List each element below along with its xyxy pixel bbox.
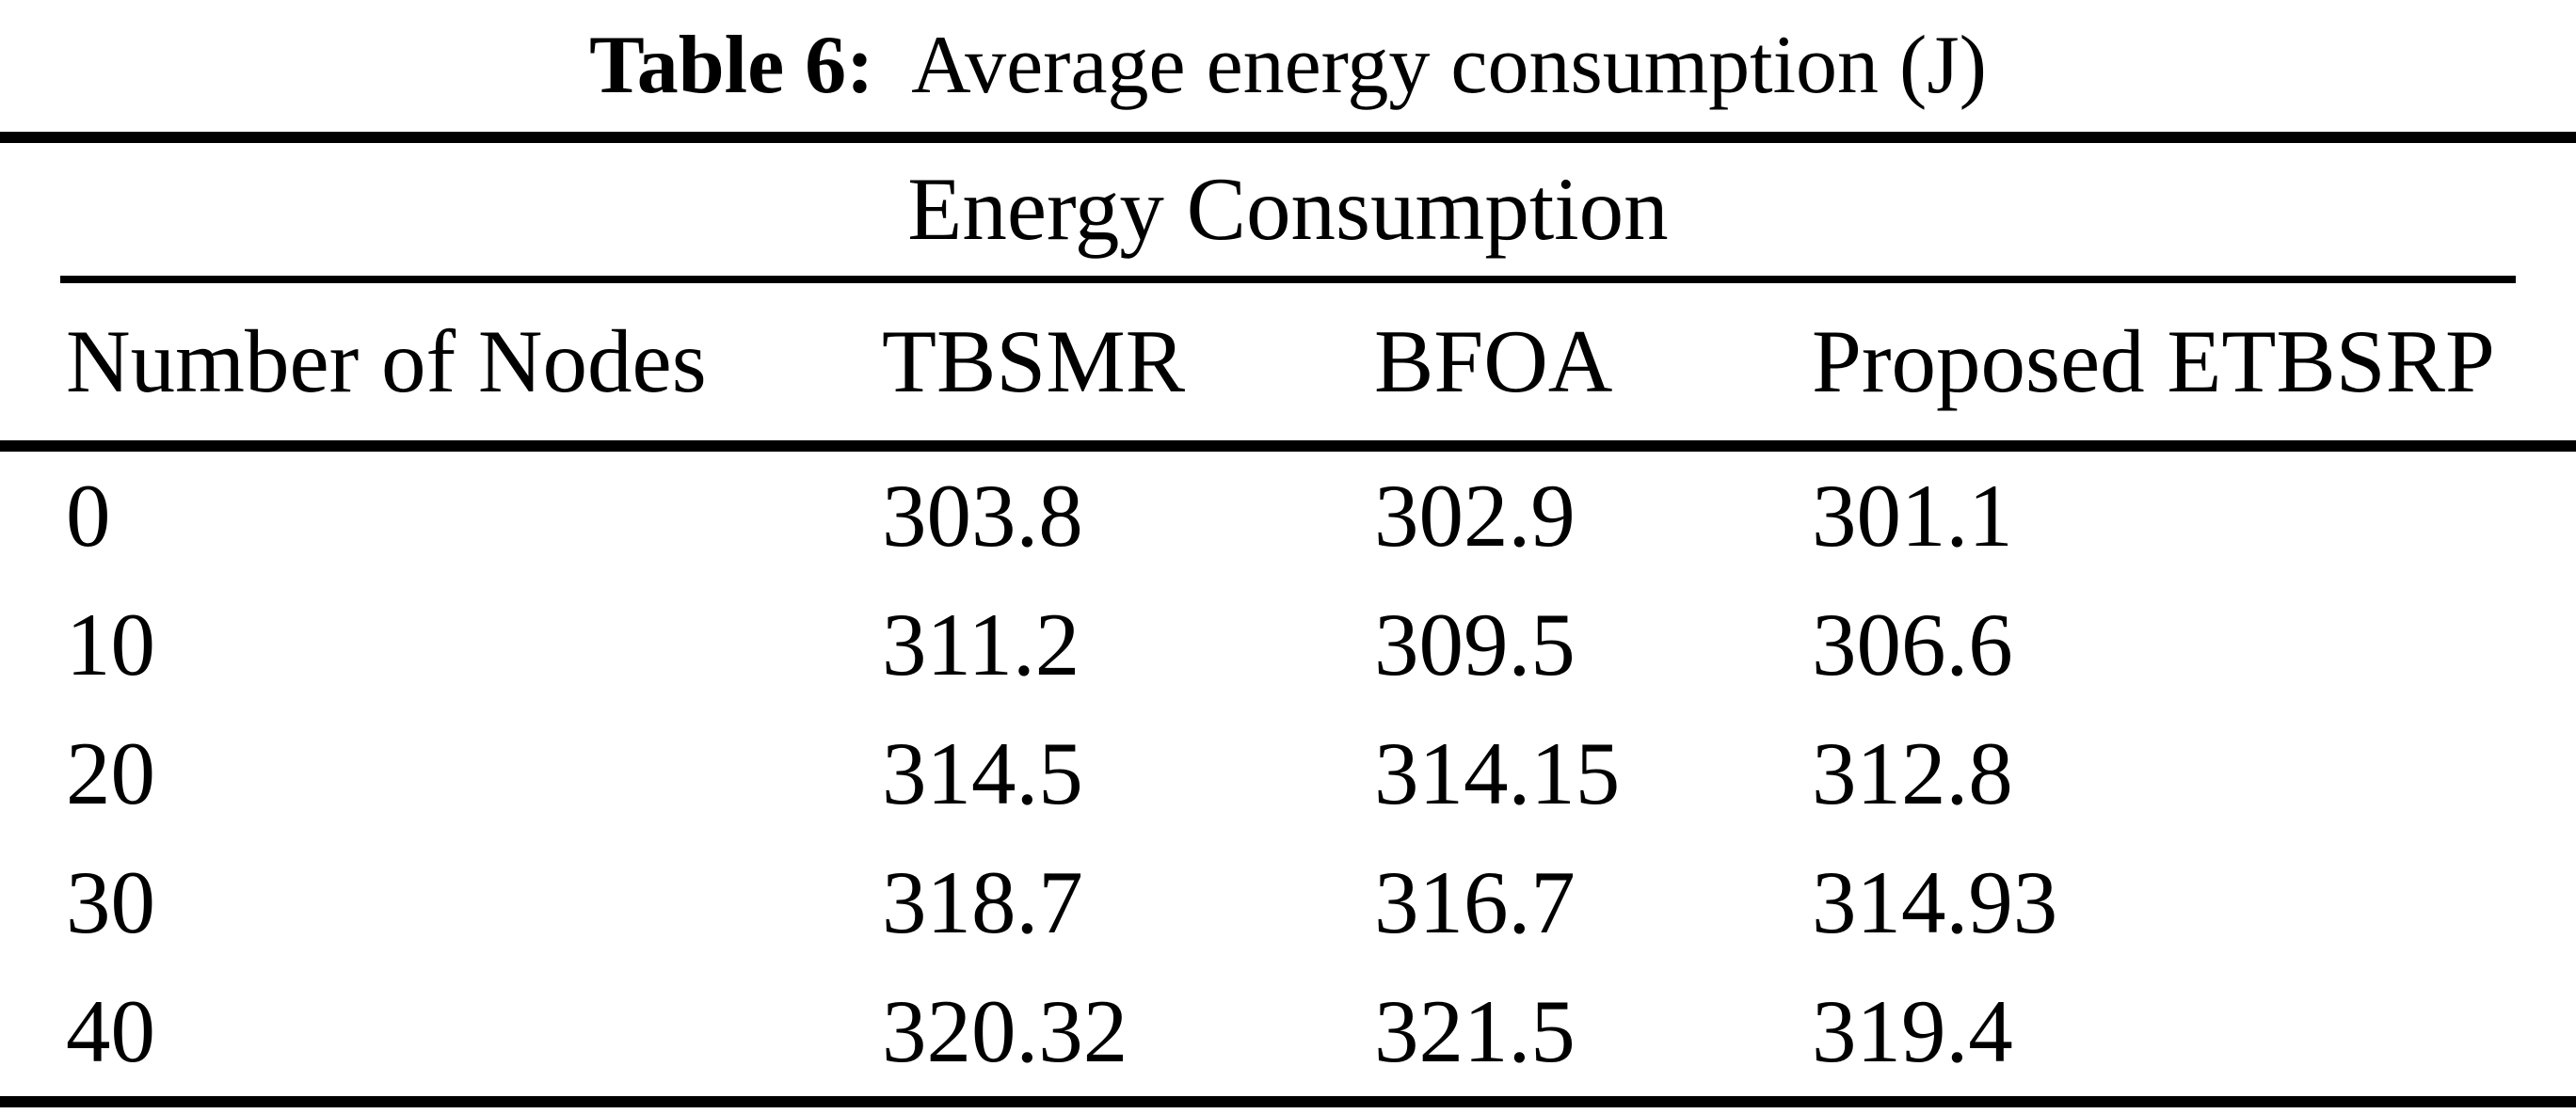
column-header-bfoa: BFOA	[1374, 311, 1613, 411]
table-bottom-rule	[0, 1096, 2576, 1107]
cell-nodes: 30	[66, 852, 155, 952]
cell-proposed-etbsrp: 306.6	[1812, 595, 2013, 694]
table-row: 30 318.7 316.7 314.93	[0, 838, 2576, 967]
header-row: Number of Nodes TBSMR BFOA Proposed ETBS…	[0, 283, 2576, 440]
table-caption-label: Table 6:	[589, 20, 874, 111]
cell-tbsmr: 320.32	[882, 981, 1128, 1081]
table-caption: Table 6: Average energy consumption (J)	[0, 0, 2576, 132]
cell-nodes: 20	[66, 724, 155, 823]
table-top-rule	[0, 132, 2576, 143]
table-row: 0 303.8 302.9 301.1	[0, 452, 2576, 581]
cell-bfoa: 314.15	[1374, 724, 1621, 823]
cell-proposed-etbsrp: 314.93	[1812, 852, 2058, 952]
cell-tbsmr: 311.2	[882, 595, 1080, 694]
cell-tbsmr: 303.8	[882, 466, 1083, 565]
header-bottom-rule	[0, 440, 2576, 452]
cell-tbsmr: 318.7	[882, 852, 1083, 952]
column-header-number-of-nodes: Number of Nodes	[66, 311, 707, 411]
table-row: 20 314.5 314.15 312.8	[0, 709, 2576, 838]
cell-proposed-etbsrp: 312.8	[1812, 724, 2013, 823]
table-body: 0 303.8 302.9 301.1 10 311.2 309.5 306.6…	[0, 452, 2576, 1096]
span-header-underline-rule	[60, 276, 2516, 283]
cell-bfoa: 316.7	[1374, 852, 1576, 952]
cell-nodes: 10	[66, 595, 155, 694]
span-header-energy-consumption: Energy Consumption	[907, 159, 1669, 259]
cell-nodes: 0	[66, 466, 111, 565]
table-row: 40 320.32 321.5 319.4	[0, 967, 2576, 1096]
column-header-proposed-etbsrp: Proposed ETBSRP	[1812, 311, 2495, 411]
cell-nodes: 40	[66, 981, 155, 1081]
column-header-tbsmr: TBSMR	[882, 311, 1186, 411]
table-row: 10 311.2 309.5 306.6	[0, 581, 2576, 709]
table-caption-text: Average energy consumption (J)	[911, 20, 1987, 111]
cell-bfoa: 302.9	[1374, 466, 1576, 565]
cell-bfoa: 321.5	[1374, 981, 1576, 1081]
cell-bfoa: 309.5	[1374, 595, 1576, 694]
cell-tbsmr: 314.5	[882, 724, 1083, 823]
cell-proposed-etbsrp: 319.4	[1812, 981, 2013, 1081]
cell-proposed-etbsrp: 301.1	[1812, 466, 2013, 565]
